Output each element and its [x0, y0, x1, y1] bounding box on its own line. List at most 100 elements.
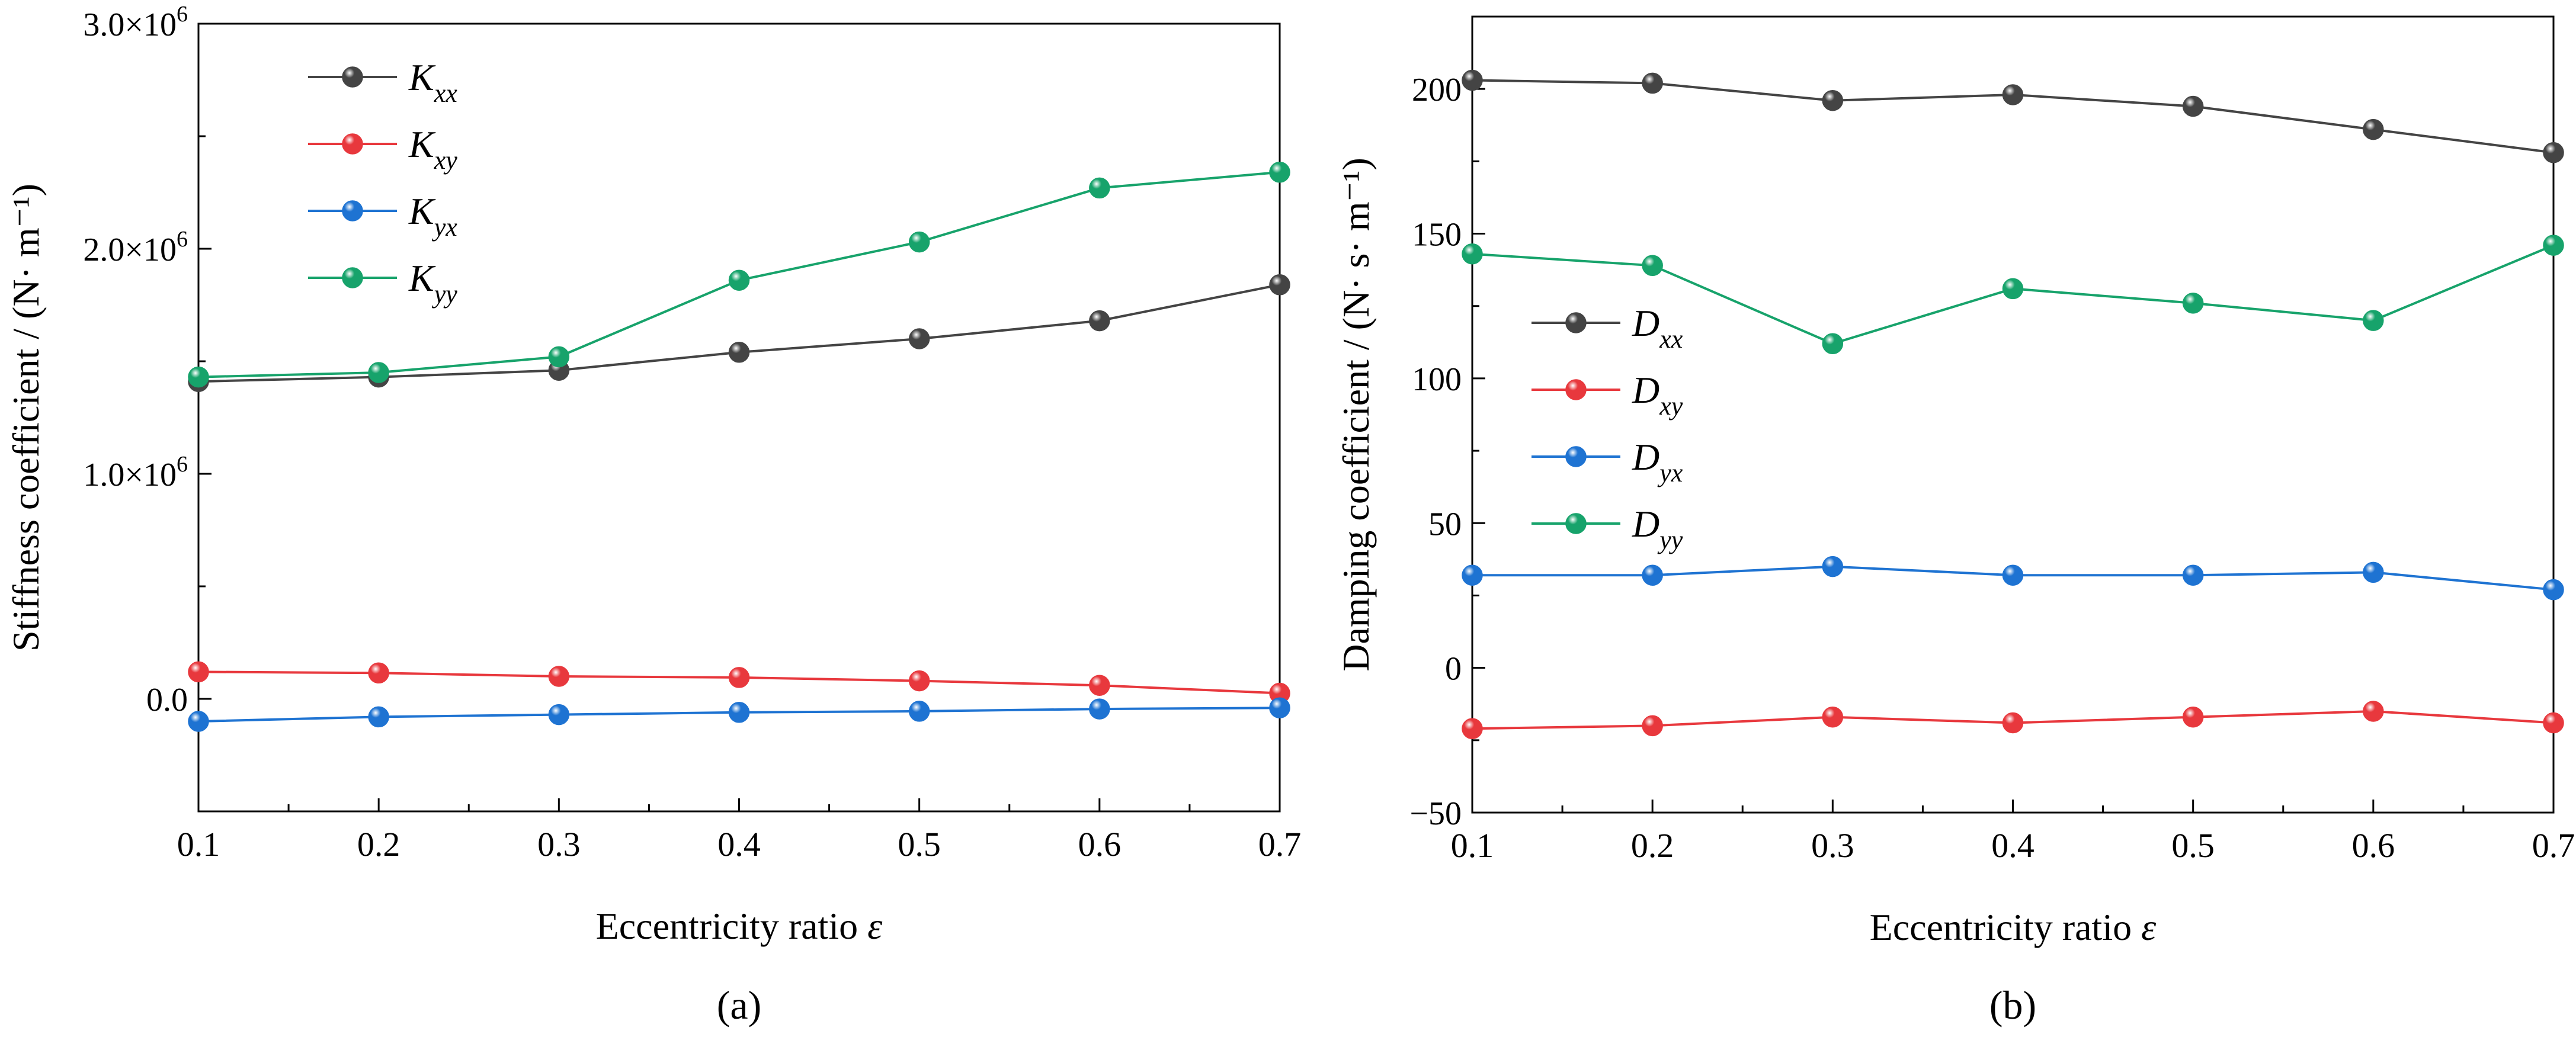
data-point	[1822, 556, 1844, 577]
legend-label-subscript: yx	[432, 213, 458, 242]
data-point	[2002, 712, 2024, 734]
series-k-yx	[188, 697, 1290, 732]
data-point	[2543, 235, 2564, 256]
legend-label: Kxx	[408, 56, 457, 108]
y-axis-label: Stiffness coefficient / (N· m⁻¹)	[5, 184, 47, 651]
data-point	[2002, 278, 2024, 300]
y-tick-label-base: 2.0×10	[83, 232, 177, 268]
y-tick-label: 0	[1445, 651, 1462, 688]
legend-marker	[342, 267, 363, 288]
series-k-xy	[188, 661, 1290, 704]
y-tick-label: 1.0×106	[83, 452, 188, 493]
data-point	[2363, 561, 2384, 583]
data-point	[1089, 675, 1110, 696]
data-point	[2543, 579, 2564, 601]
legend-label-symbol: D	[1632, 436, 1659, 478]
data-point	[728, 342, 750, 363]
legend-label: Dyy	[1632, 503, 1683, 554]
data-point	[1462, 718, 1483, 740]
y-tick-label: 3.0×106	[83, 2, 188, 43]
data-point	[2002, 564, 2024, 586]
x-tick-label: 0.2	[357, 825, 401, 864]
legend-label-symbol: K	[408, 56, 436, 98]
data-point	[2182, 564, 2204, 586]
data-point	[728, 667, 750, 688]
data-point	[2182, 706, 2204, 728]
chart-panel-a: 0.1 0.2 0.3 0.4 0.5 0.6 0.70.01.0×1062.0×1063.…	[5, 2, 1301, 1028]
x-tick-label: 0.7	[1258, 825, 1302, 864]
legend-label-subscript: xx	[1659, 325, 1683, 354]
y-tick-label: 150	[1412, 217, 1462, 253]
legend-label: Kyx	[408, 190, 457, 242]
legend-label-symbol: D	[1632, 503, 1659, 545]
x-tick-label: 0.2	[1631, 826, 1674, 865]
data-point	[548, 666, 570, 687]
legend-label-subscript: xy	[1659, 391, 1683, 421]
legend-label-symbol: D	[1632, 302, 1659, 344]
x-axis-label-text: Eccentricity ratio	[1870, 906, 2141, 948]
data-point	[1642, 72, 1663, 94]
x-tick-label: 0.3	[537, 825, 581, 864]
data-point	[728, 702, 750, 723]
x-tick-label: 0.4	[717, 825, 761, 864]
series-d-yx	[1462, 556, 2564, 601]
legend-marker	[1565, 312, 1587, 333]
data-point	[188, 661, 209, 683]
x-tick-label: 0.3	[1811, 826, 1854, 865]
data-point	[2543, 142, 2564, 163]
data-point	[1822, 89, 1844, 111]
series-d-xy	[1462, 701, 2564, 740]
y-tick-label: 200	[1412, 72, 1462, 108]
series-d-xx	[1462, 69, 2564, 163]
data-point	[2363, 701, 2384, 722]
data-point	[1462, 69, 1483, 91]
y-tick-label: 50	[1428, 506, 1462, 543]
legend-marker	[342, 200, 363, 222]
x-tick-label: 0.5	[2171, 826, 2215, 865]
data-point	[1269, 274, 1290, 296]
legend-marker	[342, 66, 363, 88]
chart-panel-b: 0.1 0.2 0.3 0.4 0.5 0.6 0.7−50050100150200DxxD…	[1335, 15, 2575, 1028]
legend-label-symbol: K	[408, 190, 436, 232]
x-tick-label: 0.7	[2532, 826, 2575, 865]
legend-label-subscript: yx	[1657, 458, 1683, 487]
legend-label: Kyy	[408, 257, 457, 309]
x-axis-label-symbol: ε	[867, 905, 883, 947]
legend-label: Kxy	[408, 123, 457, 175]
legend-marker	[1565, 446, 1587, 467]
y-tick-label-base: 1.0×10	[83, 457, 177, 493]
data-point	[1269, 697, 1290, 718]
data-point	[728, 269, 750, 291]
data-point	[908, 670, 930, 692]
x-axis-label: Eccentricity ratio ε	[1870, 906, 2157, 948]
legend-marker	[1565, 513, 1587, 534]
legend-label-symbol: D	[1632, 369, 1659, 411]
x-tick-label: 0.6	[1078, 825, 1122, 864]
data-point	[548, 346, 570, 368]
data-point	[368, 706, 389, 728]
legend-label-symbol: K	[408, 123, 436, 165]
data-point	[188, 711, 209, 732]
x-axis-label-text: Eccentricity ratio	[596, 905, 867, 947]
data-point	[1089, 310, 1110, 332]
data-point	[2543, 712, 2564, 734]
x-axis-label-symbol: ε	[2141, 906, 2157, 948]
data-point	[1089, 698, 1110, 720]
data-point	[1822, 706, 1844, 728]
legend-label: Dxy	[1632, 369, 1683, 421]
data-point	[548, 704, 570, 726]
x-tick-label: 0.4	[1991, 826, 2034, 865]
legend-marker	[342, 133, 363, 155]
data-point	[908, 701, 930, 722]
panel-label: (b)	[1989, 983, 2036, 1028]
y-axis-label: Damping coefficient / (N· s· m⁻¹)	[1335, 158, 1377, 672]
data-point	[1642, 715, 1663, 737]
y-tick-label-base: 3.0×10	[83, 7, 177, 43]
y-tick-label: 0.0	[146, 682, 188, 718]
data-point	[188, 366, 209, 388]
legend-label: Dxx	[1632, 302, 1683, 354]
y-tick-label: −50	[1409, 795, 1462, 832]
data-point	[2363, 310, 2384, 331]
data-point	[368, 362, 389, 383]
